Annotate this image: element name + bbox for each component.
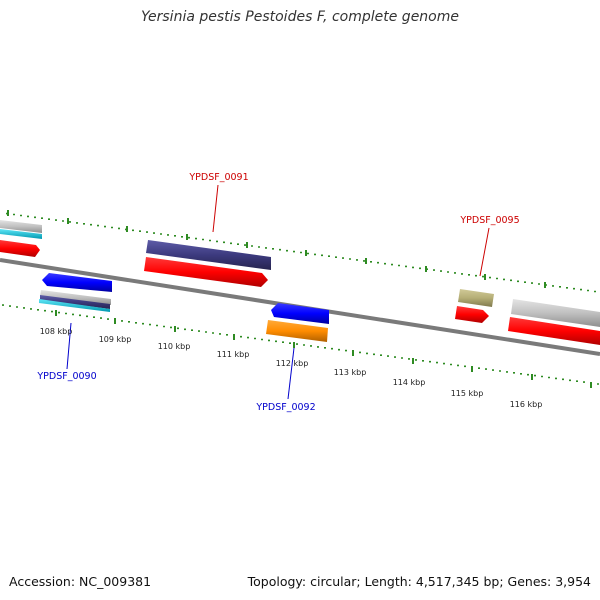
reverse-tick-row [2, 304, 599, 388]
forward-ticks-major [7, 210, 546, 288]
gene-stack-cyan-0090[interactable] [39, 299, 110, 312]
scale-label-110: 110 kbp [158, 342, 191, 351]
reverse-ticks-dots [2, 304, 599, 385]
callout-line-0090 [66, 322, 72, 370]
scale-label-116: 116 kbp [510, 400, 543, 409]
page-title: Yersinia pestis Pestoides F, complete ge… [141, 9, 459, 25]
reverse-ticks-major [55, 310, 592, 388]
gene-ypdsf-0092[interactable] [271, 303, 329, 324]
scale-label-112: 112 kbp [276, 359, 309, 368]
gene-ypdsf-0090[interactable] [42, 273, 112, 292]
gene-label-ypdsf-0091[interactable]: YPDSF_0091 [188, 172, 248, 183]
forward-tick-row [6, 210, 596, 293]
gene-ypdsf-0091[interactable] [146, 240, 271, 270]
cds-left[interactable] [0, 240, 40, 257]
gene-orange-0092[interactable] [266, 320, 328, 342]
callout-line-0092 [287, 347, 295, 400]
scale-labels: 108 kbp 109 kbp 110 kbp 111 kbp 112 kbp … [40, 327, 543, 409]
gene-label-ypdsf-0090[interactable]: YPDSF_0090 [36, 371, 96, 382]
gene-stack-purple-0090[interactable] [40, 295, 110, 309]
callout-line-0095 [479, 227, 490, 277]
cds-0095[interactable] [455, 306, 489, 323]
scale-label-111: 111 kbp [217, 350, 250, 359]
callout-line-0091 [212, 184, 219, 233]
gene-ypdsf-0095[interactable] [458, 289, 494, 307]
gene-gray-right[interactable] [511, 299, 600, 327]
scale-label-115: 115 kbp [451, 389, 484, 398]
scale-label-114: 114 kbp [393, 378, 426, 387]
gene-label-ypdsf-0092[interactable]: YPDSF_0092 [255, 402, 315, 413]
cds-0091[interactable] [144, 257, 268, 287]
gene-cyan-left[interactable] [0, 229, 42, 239]
scale-label-109: 109 kbp [99, 335, 132, 344]
gene-stack-gray-0090[interactable] [40, 290, 111, 305]
cds-right[interactable] [508, 317, 600, 345]
scale-label-113: 113 kbp [334, 368, 367, 377]
gene-label-ypdsf-0095[interactable]: YPDSF_0095 [459, 215, 519, 226]
gene-gray-left[interactable] [0, 220, 42, 233]
accession-text: Accession: NC_009381 [9, 574, 152, 589]
scale-label-108: 108 kbp [40, 327, 73, 336]
genome-summary-text: Topology: circular; Length: 4,517,345 bp… [247, 574, 591, 589]
